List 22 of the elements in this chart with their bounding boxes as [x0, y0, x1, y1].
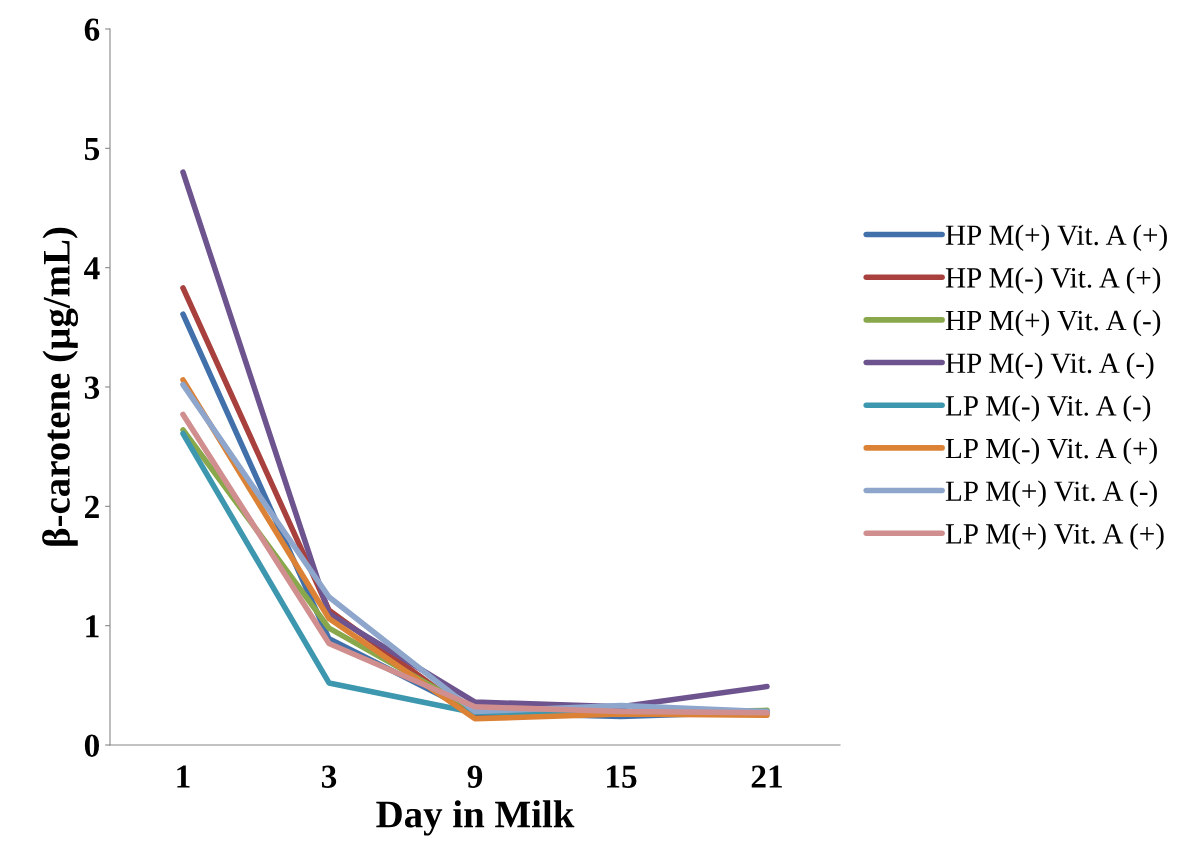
x-tick-label: 3 [321, 765, 337, 788]
legend-label: HP M(+) Vit. A (-) [945, 309, 1161, 337]
legend-label: HP M(-) Vit. A (-) [945, 352, 1154, 379]
y-tick-label: 1 [86, 615, 99, 638]
x-tick-label: 21 [751, 765, 782, 788]
y-tick-label: 5 [84, 138, 100, 161]
y-tick-label: 4 [84, 257, 100, 280]
y-tick-label: 0 [84, 734, 100, 757]
x-tick-label: 1 [177, 765, 190, 788]
legend-label: LP M(+) Vit. A (+) [945, 523, 1164, 550]
legend-label: HP M(+) Vit. A (+) [945, 224, 1167, 251]
legend-label: LP M(+) Vit. A (-) [945, 480, 1157, 507]
legend-label: HP M(-) Vit. A (+) [945, 267, 1161, 294]
x-axis-title: Day in Milk [376, 800, 575, 836]
legend-label: LP M(-) Vit. A (-) [945, 395, 1151, 422]
y-axis-title: β-carotene (µg/mL) [42, 227, 79, 546]
y-tick-label: 3 [84, 376, 100, 399]
y-tick-label: 2 [85, 495, 99, 518]
y-tick-label: 6 [84, 18, 100, 41]
legend-label: LP M(-) Vit. A (+) [945, 437, 1157, 465]
x-tick-label: 9 [467, 765, 483, 788]
x-tick-label: 15 [607, 765, 637, 788]
